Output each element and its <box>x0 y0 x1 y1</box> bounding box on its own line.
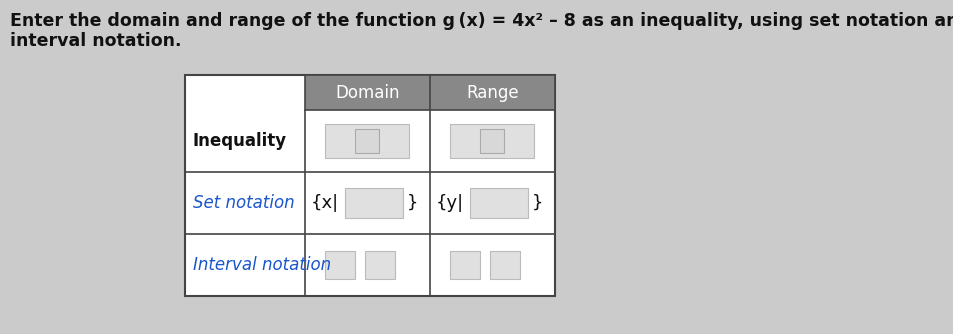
Bar <box>305 75 555 110</box>
Text: {y|: {y| <box>436 194 464 212</box>
Text: interval notation.: interval notation. <box>10 32 181 50</box>
Text: {x|: {x| <box>311 194 338 212</box>
Text: Set notation: Set notation <box>193 194 294 212</box>
Text: }: } <box>532 194 543 212</box>
Text: Range: Range <box>466 84 518 102</box>
Text: Enter the domain and range of the function g (x) = 4x² – 8 as an inequality, usi: Enter the domain and range of the functi… <box>10 12 953 30</box>
Bar <box>325 124 409 158</box>
Bar <box>490 251 520 279</box>
Text: Inequality: Inequality <box>193 132 287 150</box>
Bar <box>450 124 534 158</box>
Bar <box>305 75 555 110</box>
Bar <box>365 251 395 279</box>
Text: Domain: Domain <box>335 84 399 102</box>
Bar <box>325 251 355 279</box>
Bar <box>480 129 504 153</box>
Bar <box>470 188 527 218</box>
Text: }: } <box>407 194 418 212</box>
Bar <box>450 251 480 279</box>
Text: Interval notation: Interval notation <box>193 256 331 274</box>
Bar <box>355 129 379 153</box>
Bar <box>185 75 555 296</box>
Bar <box>345 188 402 218</box>
